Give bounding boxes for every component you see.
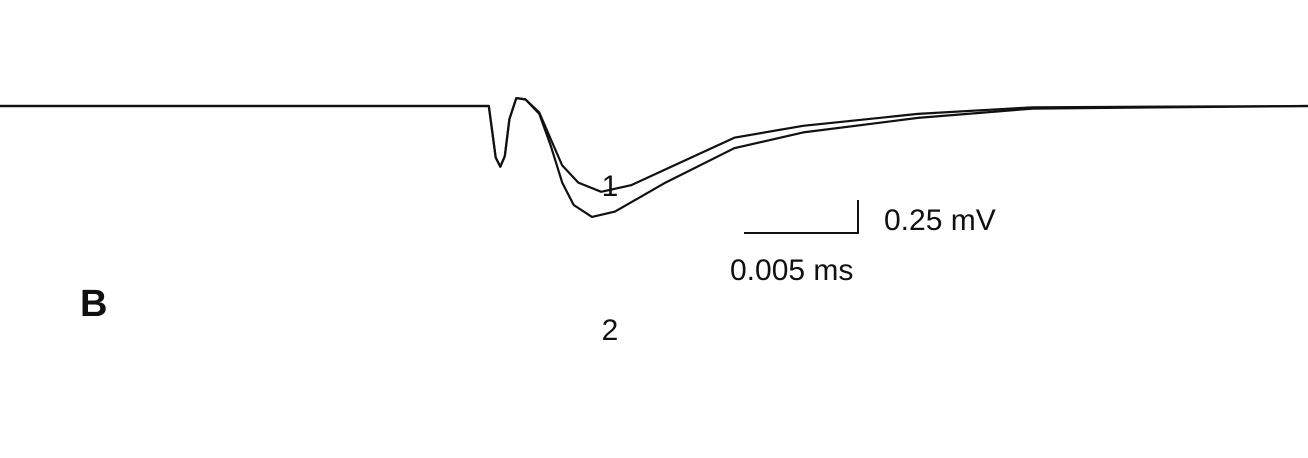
scale-bar-y-label: 0.25 mV: [884, 204, 996, 237]
trace-series-2: [0, 97, 1308, 218]
traces-group: [0, 97, 1308, 218]
scale-bar-x-label: 0.005 ms: [730, 254, 853, 287]
scale-bar: [744, 200, 859, 234]
panel-label: B: [80, 283, 107, 325]
trace-series-1: [0, 97, 1308, 193]
series-label-1: 1: [602, 170, 619, 203]
series-label-2: 2: [602, 314, 619, 347]
